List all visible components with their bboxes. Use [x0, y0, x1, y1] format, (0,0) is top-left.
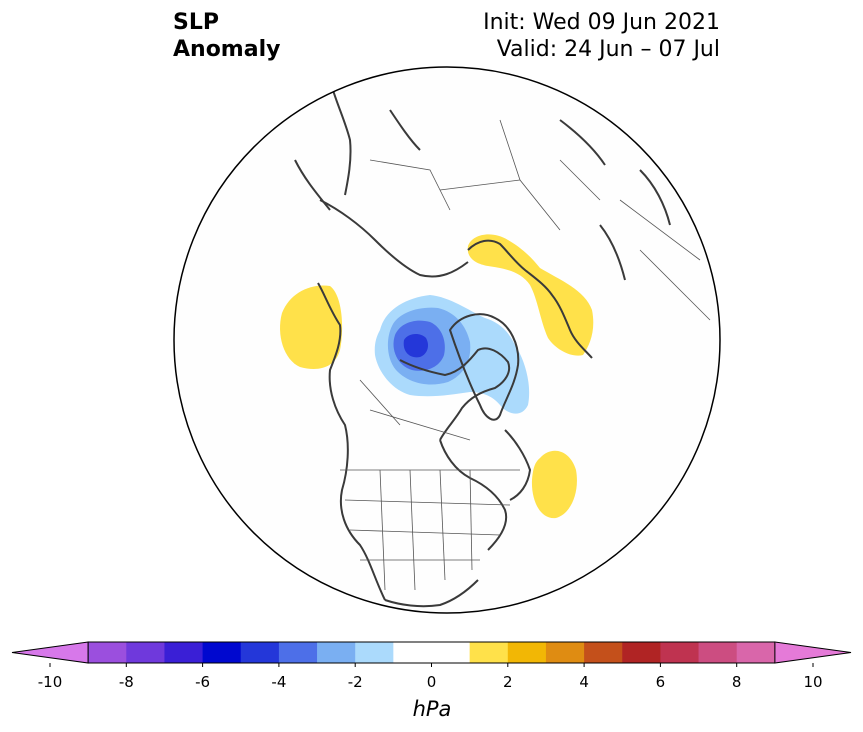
colorbar-cell: [698, 642, 738, 663]
colorbar-tick-label: 10: [803, 673, 822, 691]
colorbar-cell: [355, 642, 394, 663]
colorbar-cell: [584, 642, 623, 663]
colorbar-extend-low: [11, 641, 89, 664]
title-line-anomaly: Anomaly: [173, 37, 281, 62]
colorbar-cell: [278, 642, 318, 663]
colorbar-cell: [126, 642, 165, 663]
colorbar-extend-high: [774, 641, 852, 664]
political-boundaries: [340, 119, 711, 591]
colorbar: -10 -8 -6 -4 -2 0 2 4 6 8 10 hPa: [11, 641, 852, 721]
anomaly-positive-pacific: [280, 285, 343, 369]
coastlines: [294, 79, 671, 608]
anomaly-positive-atlantic: [531, 450, 577, 519]
map-boundary: [173, 66, 721, 614]
colorbar-tick-label: 2: [503, 673, 513, 691]
title-line-slp: SLP: [173, 10, 219, 35]
polar-map: [173, 66, 721, 614]
colorbar-tick-label: -6: [195, 673, 210, 691]
map-title: SLP Anomaly: [173, 9, 280, 63]
colorbar-tick-label: 0: [427, 673, 437, 691]
colorbar-tick-label: -10: [38, 673, 63, 691]
colorbar-cell: [736, 642, 776, 663]
anomaly-negative-4hpa: [403, 334, 428, 358]
valid-range: Valid: 24 Jun – 07 Jul: [496, 37, 720, 62]
forecast-dates: Init: Wed 09 Jun 2021 Valid: 24 Jun – 07…: [483, 9, 720, 63]
anomaly-positive-siberia: [467, 234, 594, 356]
colorbar-cell: [317, 642, 356, 663]
colorbar-cell: [393, 642, 432, 663]
colorbar-unit: hPa: [413, 697, 452, 721]
colorbar-tick-label: 8: [732, 673, 742, 691]
colorbar-cell: [240, 642, 280, 663]
colorbar-cell: [202, 642, 242, 663]
colorbar-cell: [507, 642, 547, 663]
colorbar-cell: [431, 642, 471, 663]
colorbar-tick-label: -8: [119, 673, 134, 691]
colorbar-tick-label: -2: [348, 673, 363, 691]
colorbar-cell: [469, 642, 509, 663]
colorbar-cell: [164, 642, 204, 663]
colorbar-tick-label: 4: [579, 673, 589, 691]
colorbar-cell: [88, 642, 127, 663]
colorbar-cell: [660, 642, 700, 663]
colorbar-cell: [545, 642, 585, 663]
colorbar-ticks: -10 -8 -6 -4 -2 0 2 4 6 8 10: [38, 663, 823, 691]
colorbar-cell: [622, 642, 661, 663]
colorbar-tick-label: -4: [271, 673, 286, 691]
init-date: Init: Wed 09 Jun 2021: [483, 10, 720, 35]
colorbar-segments: [11, 641, 852, 664]
colorbar-tick-label: 6: [656, 673, 666, 691]
